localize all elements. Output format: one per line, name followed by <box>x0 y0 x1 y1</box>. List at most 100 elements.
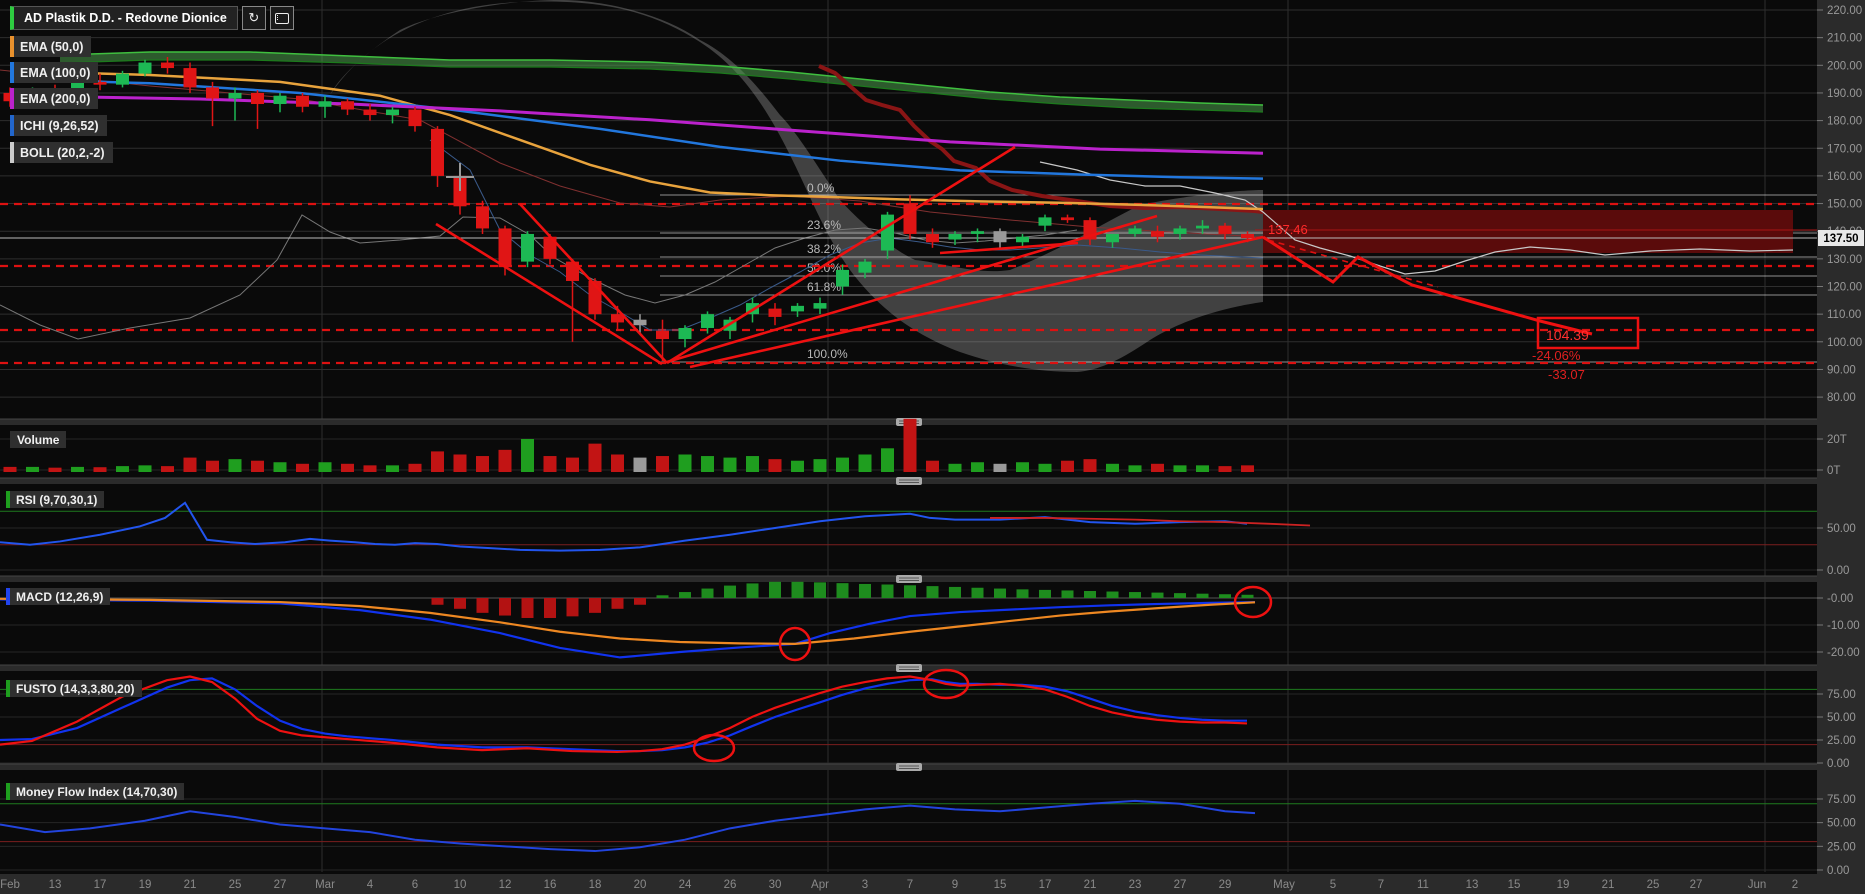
date-range-button[interactable] <box>269 6 294 30</box>
macd-panel-label[interactable]: MACD (12,26,9) <box>6 588 111 605</box>
svg-text:137.50: 137.50 <box>1823 233 1858 245</box>
stochastic-cross-circle[interactable] <box>692 733 736 763</box>
volume-bar <box>1038 463 1052 472</box>
macd-histogram-bar <box>544 598 556 618</box>
svg-text:27: 27 <box>1690 879 1703 891</box>
volume-bar <box>1151 463 1164 472</box>
legend-item-ema50[interactable]: EMA (50,0) <box>10 36 92 57</box>
svg-text:25: 25 <box>1647 879 1660 891</box>
fusto-label-text: FUSTO (14,3,3,80,20) <box>16 681 135 696</box>
volume-bar <box>93 467 107 472</box>
volume-bar <box>903 418 917 472</box>
svg-text:50.00: 50.00 <box>1827 523 1856 535</box>
legend-item-label: EMA (200,0) <box>20 91 91 106</box>
volume-bar <box>791 460 804 472</box>
volume-bars <box>3 418 1254 472</box>
legend-item-boll[interactable]: BOLL (20,2,-2) <box>10 142 113 163</box>
macd-cross-circle[interactable] <box>778 626 812 662</box>
legend-item-ema200[interactable]: EMA (200,0) <box>10 88 99 109</box>
macd-histogram-bar <box>746 583 759 598</box>
candle <box>881 214 894 251</box>
ichimoku-cloud <box>330 0 1263 372</box>
candle <box>813 303 827 309</box>
svg-text:15: 15 <box>1508 879 1521 891</box>
svg-text:Apr: Apr <box>811 879 829 891</box>
volume-bar <box>431 451 444 472</box>
macd-histogram-bar <box>904 585 916 598</box>
macd-cross-circle[interactable] <box>1233 585 1273 619</box>
svg-text:24: 24 <box>679 879 692 891</box>
rsi-panel-label[interactable]: RSI (9,70,30,1) <box>6 491 105 508</box>
refresh-button[interactable]: ↻ <box>241 6 266 30</box>
time-axis-gutter[interactable] <box>0 874 1865 894</box>
fusto-panel-label[interactable]: FUSTO (14,3,3,80,20) <box>6 680 142 697</box>
macd-histogram-bar <box>881 584 894 598</box>
panel-resize-handle[interactable] <box>896 575 922 583</box>
candle <box>633 319 647 326</box>
svg-text:190.00: 190.00 <box>1827 88 1862 100</box>
mfi-line <box>0 799 1256 853</box>
panel-resize-handle[interactable] <box>896 664 922 672</box>
legend-item-ichi[interactable]: ICHI (9,26,52) <box>10 115 107 136</box>
candle <box>521 233 534 262</box>
volume-bar <box>251 460 264 472</box>
macd-histogram-bar <box>836 583 849 598</box>
volume-bar <box>453 454 467 472</box>
svg-text:7: 7 <box>907 879 913 891</box>
svg-text:0.00: 0.00 <box>1827 565 1849 577</box>
macd-accent-bar <box>6 588 10 605</box>
mfi-panel-label[interactable]: Money Flow Index (14,70,30) <box>6 783 185 800</box>
macd-histogram-bar <box>1016 589 1029 598</box>
svg-text:200.00: 200.00 <box>1827 60 1862 72</box>
drawing-annotations: 104.39 -24.06% -33.07 137.46 <box>435 145 1817 382</box>
price-target-box[interactable] <box>1536 316 1640 350</box>
candle <box>138 62 152 74</box>
volume-bar <box>363 465 377 472</box>
candle <box>836 269 849 287</box>
candle <box>116 73 129 85</box>
legend-item-ema100[interactable]: EMA (100,0) <box>10 62 99 83</box>
macd-histogram-bar <box>634 598 646 605</box>
volume-label-text: Volume <box>17 432 60 447</box>
macd-histogram-bar <box>656 595 669 598</box>
svg-text:100.00: 100.00 <box>1827 337 1862 349</box>
svg-text:25.00: 25.00 <box>1827 735 1856 747</box>
panel-resize-handle[interactable] <box>896 477 922 485</box>
svg-text:20: 20 <box>634 879 647 891</box>
volume-bar <box>26 466 39 472</box>
svg-text:13: 13 <box>1466 879 1479 891</box>
macd-histogram-bar <box>949 586 961 598</box>
volume-panel-label[interactable]: Volume <box>10 431 67 448</box>
volume-bar <box>161 466 174 472</box>
macd-histogram-bar <box>454 598 466 609</box>
svg-text:23.6%: 23.6% <box>807 218 841 232</box>
macd-label-text: MACD (12,26,9) <box>16 589 104 604</box>
candle <box>1151 231 1164 237</box>
svg-text:17: 17 <box>94 879 107 891</box>
svg-text:Mar: Mar <box>315 879 335 891</box>
macd-histogram-bar <box>1219 594 1231 598</box>
volume-bar <box>858 454 872 472</box>
macd-histogram-bar <box>431 598 444 605</box>
panel-resize-handle[interactable] <box>896 763 922 771</box>
symbol-title[interactable]: AD Plastik D.D. - Redovne Dionice <box>10 6 238 30</box>
macd-histogram-bar <box>476 598 489 613</box>
candle <box>476 206 489 229</box>
svg-text:25.00: 25.00 <box>1827 841 1856 853</box>
macd-histogram-bar <box>994 588 1006 598</box>
price-axis-gutter[interactable] <box>1817 0 1865 894</box>
volume-bar <box>1083 459 1097 472</box>
macd-histogram-bar <box>1061 590 1074 598</box>
ema100-line <box>9 77 1264 180</box>
svg-text:50.00: 50.00 <box>1827 712 1856 724</box>
svg-text:21: 21 <box>184 879 197 891</box>
volume-bar <box>836 457 849 472</box>
volume-bar <box>296 463 309 472</box>
rsi-line <box>0 501 1248 552</box>
stochastic-cross-circle[interactable] <box>922 668 970 700</box>
svg-text:75.00: 75.00 <box>1827 794 1856 806</box>
volume-bar <box>633 457 647 472</box>
svg-text:-20.00: -20.00 <box>1827 647 1860 659</box>
candle <box>678 327 692 340</box>
